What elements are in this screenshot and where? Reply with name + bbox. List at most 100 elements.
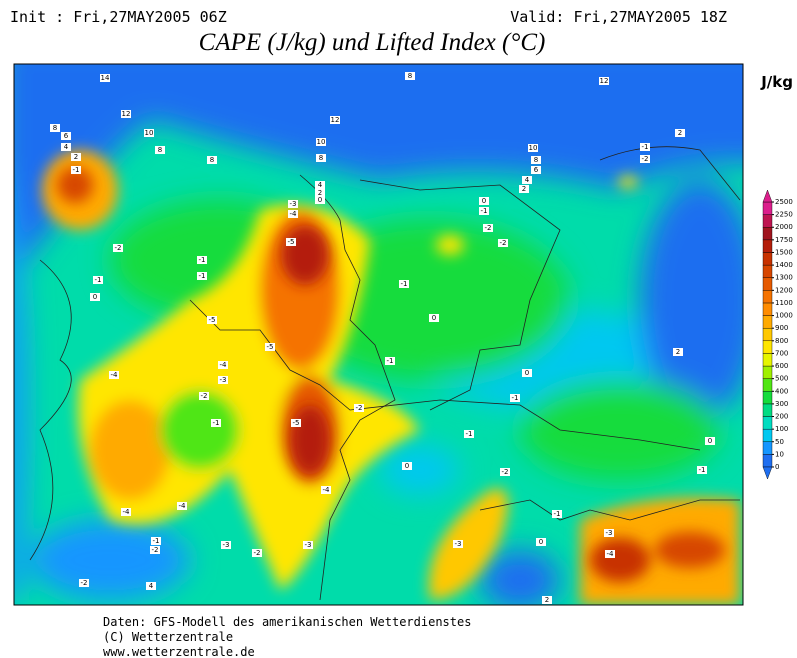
contour-label-box xyxy=(536,538,546,546)
contour-label: 0 xyxy=(482,197,486,205)
colorbar-band xyxy=(762,441,773,455)
contour-label: 0 xyxy=(708,437,712,445)
unit-label: J/kg xyxy=(760,73,793,91)
contour-label: -4 xyxy=(290,210,298,218)
contour-label: -5 xyxy=(209,316,216,324)
contour-label-box xyxy=(211,419,221,427)
contour-label-box xyxy=(288,210,298,218)
contour-label-box xyxy=(252,549,262,557)
colorbar-arrow-top xyxy=(762,189,773,203)
contour-label: -1 xyxy=(199,272,206,280)
contour-label-box xyxy=(402,462,412,470)
contour-label-box xyxy=(151,537,161,545)
contour-label: 8 xyxy=(158,146,162,154)
contour-label: -4 xyxy=(111,371,119,379)
colorbar-tick-label: 1750 xyxy=(775,236,793,244)
contour-label-box xyxy=(71,153,81,161)
colorbar-band xyxy=(762,290,773,304)
contour-label: -4 xyxy=(323,486,331,494)
contour-label-box xyxy=(510,394,520,402)
contour-label-box xyxy=(218,361,228,369)
contour-label: -3 xyxy=(606,529,613,537)
contour-label-box xyxy=(522,176,532,184)
contour-label-box xyxy=(109,371,119,379)
contour-label-box xyxy=(61,143,71,151)
colorbar-tick-label: 500 xyxy=(775,375,788,383)
contour-label: 6 xyxy=(64,132,69,140)
contour-label-box xyxy=(288,200,298,208)
contour-label: -2 xyxy=(115,244,122,252)
colorbar: 0 10 50 100 200 300 400 500 600 700 800 900 1000 1100… xyxy=(762,189,793,480)
contour-label: 0 xyxy=(93,293,97,301)
contour-label-box xyxy=(221,541,231,549)
contour-label-box xyxy=(315,189,325,197)
contour-label-box xyxy=(531,166,541,174)
contour-label: 8 xyxy=(319,154,323,162)
contour-label-box xyxy=(207,156,217,164)
contour-label-box xyxy=(385,357,395,365)
contour-label-box xyxy=(399,280,409,288)
contour-label-box xyxy=(197,272,207,280)
contour-label: -5 xyxy=(288,238,295,246)
contour-label: 0 xyxy=(539,538,543,546)
colorbar-band xyxy=(762,252,773,266)
colorbar-tick-label: 1300 xyxy=(775,274,793,282)
colorbar-tick-label: 800 xyxy=(775,337,788,345)
colorbar-band xyxy=(762,403,773,417)
contour-label: -1 xyxy=(699,466,706,474)
contour-label: -5 xyxy=(293,419,300,427)
contour-label: -1 xyxy=(466,430,473,438)
colorbar-tick-label: 0 xyxy=(775,463,779,471)
contour-label: 2 xyxy=(74,153,78,161)
contour-label: 0 xyxy=(432,314,436,322)
contour-label: -4 xyxy=(179,502,187,510)
contour-label-box xyxy=(291,419,301,427)
contour-label: 10 xyxy=(317,138,326,146)
colorbar-tick-label: 1400 xyxy=(775,261,793,269)
contour-label: -1 xyxy=(481,207,488,215)
contour-label: 2 xyxy=(318,189,322,197)
contour-label: -1 xyxy=(199,256,206,264)
footer-line: (C) Wetterzentrale xyxy=(103,630,233,644)
contour-label: -3 xyxy=(223,541,230,549)
contour-label-box xyxy=(697,466,707,474)
contour-label: 10 xyxy=(529,144,538,152)
contour-label: -3 xyxy=(220,376,227,384)
contour-label: -2 xyxy=(152,546,159,554)
colorbar-tick-label: 700 xyxy=(775,349,788,357)
contour-label-box xyxy=(429,314,439,322)
colorbar-tick-label: 200 xyxy=(775,413,788,421)
contour-label-box xyxy=(93,276,103,284)
contour-label: -1 xyxy=(512,394,519,402)
contour-label: -3 xyxy=(290,200,297,208)
contour-label: -1 xyxy=(642,143,649,151)
contour-label-box xyxy=(354,404,364,412)
contour-label: -3 xyxy=(455,540,462,548)
colorbar-tick-label: 10 xyxy=(775,450,784,458)
contour-label: 14 xyxy=(101,74,110,82)
contour-label-box xyxy=(604,529,614,537)
colorbar-band xyxy=(762,340,773,354)
contour-label: -2 xyxy=(642,155,649,163)
footer-line: www.wetterzentrale.de xyxy=(103,645,255,658)
contour-label-box xyxy=(207,316,217,324)
contour-label-box xyxy=(113,244,123,252)
colorbar-tick-label: 1500 xyxy=(775,248,793,256)
contour-label: -5 xyxy=(267,343,274,351)
contour-label-box xyxy=(599,77,609,85)
contour-label-box xyxy=(316,154,326,162)
contour-label: -1 xyxy=(73,166,80,174)
contour-label: -2 xyxy=(201,392,208,400)
contour-label-box xyxy=(528,144,538,152)
colorbar-band xyxy=(762,391,773,405)
contour-label: 0 xyxy=(525,369,529,377)
contour-label-box xyxy=(453,540,463,548)
colorbar-band xyxy=(762,201,773,215)
colorbar-tick-label: 600 xyxy=(775,362,788,370)
contour-label-box xyxy=(483,224,493,232)
colorbar-tick-label: 300 xyxy=(775,400,788,408)
contour-label: -4 xyxy=(123,508,131,516)
colorbar-band xyxy=(762,227,773,241)
contour-label-box xyxy=(479,207,489,215)
contour-label-box xyxy=(405,72,415,80)
